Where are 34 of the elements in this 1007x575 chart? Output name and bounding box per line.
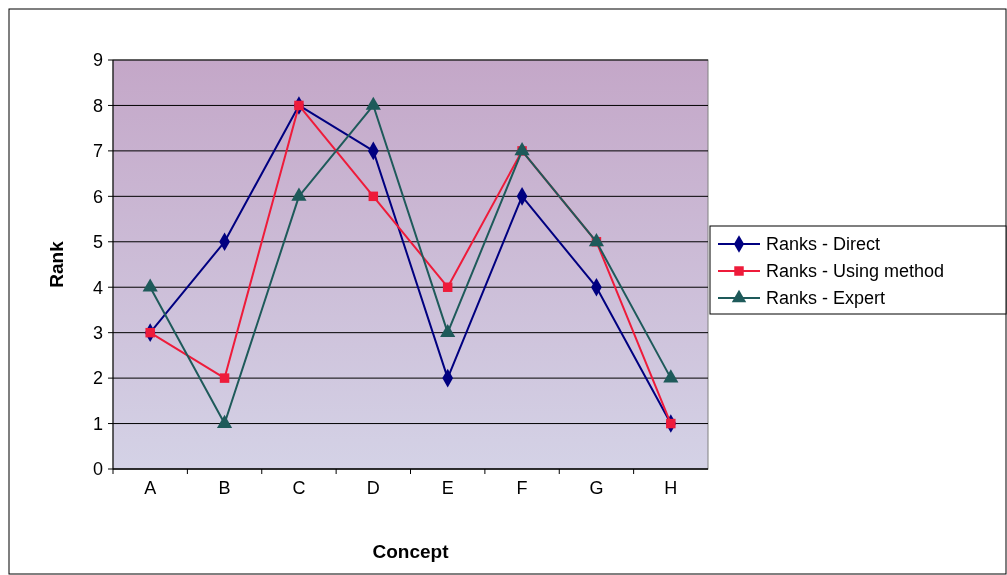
point (663, 369, 679, 383)
point (145, 327, 155, 338)
x-tick-label: E (441, 478, 454, 498)
x-tick-label: A (144, 478, 157, 498)
legend-label: Ranks - Expert (766, 288, 886, 309)
y-tick-label: 7 (92, 141, 103, 162)
y-tick-label: 0 (92, 459, 103, 480)
x-tick-label: D (366, 478, 380, 498)
y-tick-label: 2 (92, 368, 103, 389)
point (588, 233, 605, 247)
y-tick-label: 6 (92, 186, 103, 207)
x-tick-label: B (218, 478, 231, 498)
y-tick-label: 3 (92, 322, 103, 343)
x-tick-label: G (589, 478, 604, 498)
y-tick-label: 8 (92, 95, 103, 116)
point (291, 187, 307, 201)
point (216, 414, 233, 428)
y-tick-label: 9 (92, 50, 103, 71)
point (368, 191, 379, 202)
x-tick-label: F (516, 478, 528, 498)
x-tick-label: C (292, 478, 306, 498)
point (142, 278, 158, 292)
x-axis-title: Concept (372, 541, 450, 562)
y-tick-label: 5 (92, 232, 103, 253)
point (440, 323, 456, 338)
y-tick-label: 1 (92, 413, 103, 434)
y-tick-label: 4 (92, 277, 103, 298)
point (442, 282, 453, 292)
x-tick-label: H (664, 478, 678, 498)
legend-label: Ranks - Using method (766, 261, 945, 282)
point (219, 373, 230, 383)
legend-label: Ranks - Direct (766, 234, 881, 255)
point (514, 142, 530, 156)
y-axis-title: Rank (46, 240, 67, 288)
